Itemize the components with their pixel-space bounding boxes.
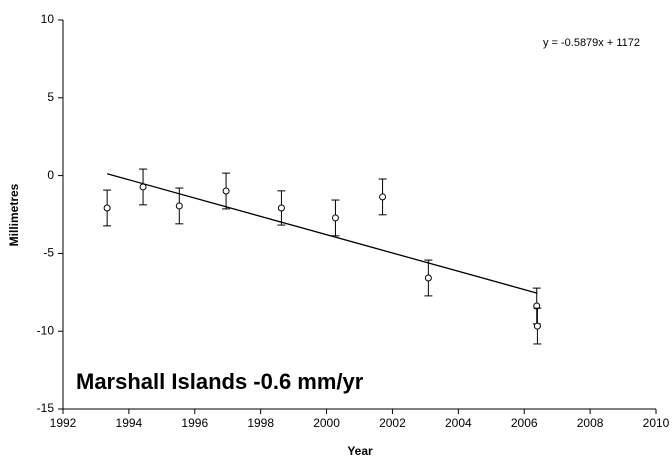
data-point xyxy=(277,204,285,212)
data-point xyxy=(424,274,432,282)
data-point xyxy=(103,204,111,212)
x-axis-label: Year xyxy=(347,444,373,458)
data-point xyxy=(175,202,183,210)
data-point xyxy=(222,187,230,195)
y-tick-label: 10 xyxy=(41,12,55,26)
x-tick-label: 1996 xyxy=(181,416,208,430)
y-tick-label: 5 xyxy=(47,90,54,104)
x-tick-label: 2008 xyxy=(577,416,604,430)
data-point xyxy=(331,214,339,222)
trend-line xyxy=(106,173,538,294)
y-tick-label: -10 xyxy=(37,323,55,337)
trend-equation: y = -0.5879x + 1172 xyxy=(543,37,640,49)
x-tick-label: 1998 xyxy=(247,416,274,430)
y-axis-label: Millimetres xyxy=(7,183,21,246)
y-tick-label: 0 xyxy=(47,168,54,182)
y-tick-label: -15 xyxy=(37,401,55,415)
data-point xyxy=(533,322,541,330)
x-tick-label: 2004 xyxy=(445,416,472,430)
y-tick-label: -5 xyxy=(43,246,54,260)
x-tick-label: 2002 xyxy=(379,416,406,430)
x-tick-label: 2010 xyxy=(643,416,670,430)
x-tick-label: 2000 xyxy=(313,416,340,430)
annotation: Marshall Islands -0.6 mm/yr xyxy=(76,369,364,394)
x-tick-label: 1992 xyxy=(50,416,77,430)
x-tick-label: 1994 xyxy=(116,416,143,430)
data-point xyxy=(379,193,387,201)
x-tick-label: 2006 xyxy=(511,416,538,430)
data-point xyxy=(533,302,541,310)
data-point xyxy=(139,183,147,191)
